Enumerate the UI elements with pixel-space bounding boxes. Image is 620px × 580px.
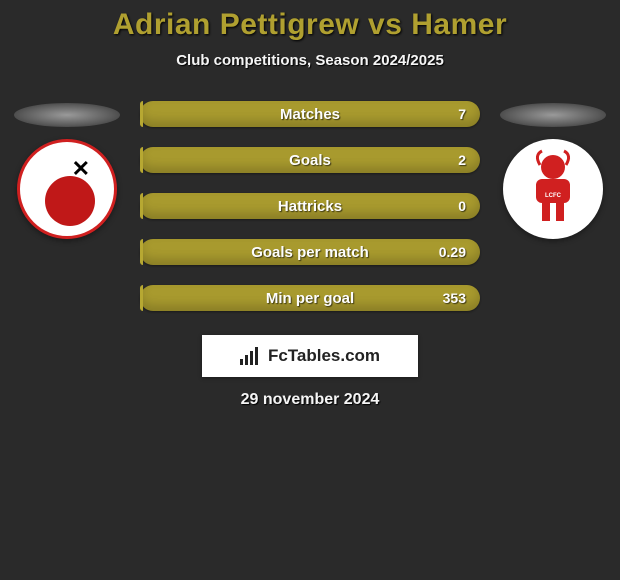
stat-fill-left bbox=[140, 239, 143, 265]
stat-value-right: 0 bbox=[458, 198, 466, 214]
stat-label: Goals bbox=[289, 152, 331, 169]
shadow-oval-right bbox=[500, 103, 606, 127]
stat-row-matches: Matches 7 bbox=[140, 101, 480, 127]
stat-row-goals: Goals 2 bbox=[140, 147, 480, 173]
club-badge-right: LCFC bbox=[503, 139, 603, 239]
stats-wrap: Matches 7 Goals 2 Hattricks 0 Goals per … bbox=[0, 97, 620, 311]
stat-row-gpm: Goals per match 0.29 bbox=[140, 239, 480, 265]
shadow-oval-left bbox=[14, 103, 120, 127]
stat-label: Hattricks bbox=[278, 198, 342, 215]
bars-chart-icon bbox=[240, 347, 262, 365]
stat-row-mpg: Min per goal 353 bbox=[140, 285, 480, 311]
brand-text: FcTables.com bbox=[268, 346, 380, 366]
stat-value-right: 2 bbox=[458, 152, 466, 168]
stat-value-right: 0.29 bbox=[439, 244, 466, 260]
stat-row-hattricks: Hattricks 0 bbox=[140, 193, 480, 219]
stat-value-right: 7 bbox=[458, 106, 466, 122]
stat-fill-left bbox=[140, 285, 143, 311]
club-badge-left bbox=[17, 139, 117, 239]
comparison-card: Adrian Pettigrew vs Hamer Club competiti… bbox=[0, 0, 620, 409]
player-left-col bbox=[12, 97, 122, 239]
stat-label: Goals per match bbox=[251, 244, 369, 261]
stat-value-right: 353 bbox=[443, 290, 466, 306]
stat-fill-left bbox=[140, 147, 143, 173]
player-right-col: LCFC bbox=[498, 97, 608, 239]
page-title: Adrian Pettigrew vs Hamer bbox=[0, 8, 620, 42]
stat-fill-left bbox=[140, 193, 143, 219]
stat-fill-left bbox=[140, 101, 143, 127]
date-footer: 29 november 2024 bbox=[0, 391, 620, 409]
stat-label: Matches bbox=[280, 106, 340, 123]
stat-bars: Matches 7 Goals 2 Hattricks 0 Goals per … bbox=[140, 97, 480, 311]
stat-label: Min per goal bbox=[266, 290, 354, 307]
subtitle: Club competitions, Season 2024/2025 bbox=[0, 52, 620, 69]
imp-figure-icon: LCFC bbox=[518, 149, 588, 229]
svg-text:LCFC: LCFC bbox=[545, 193, 562, 199]
brand-box[interactable]: FcTables.com bbox=[202, 335, 418, 377]
